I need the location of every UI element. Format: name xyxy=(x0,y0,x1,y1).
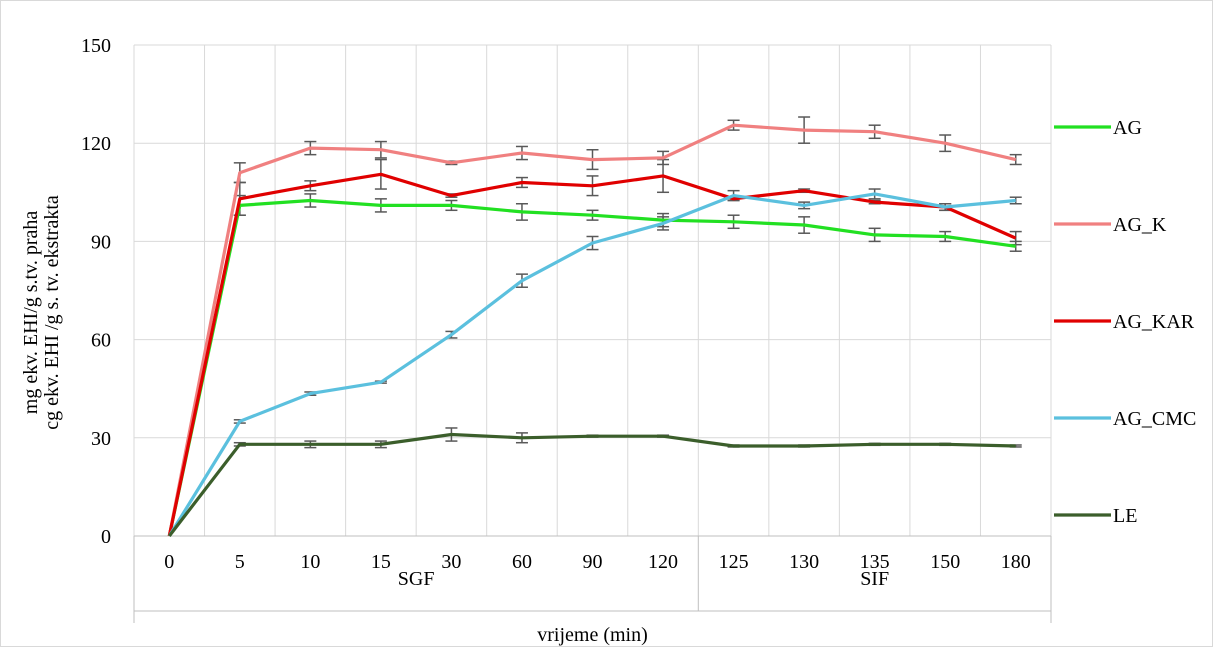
y-tick-label: 0 xyxy=(101,526,111,548)
gridlines xyxy=(133,44,1052,536)
x-tick-label: 120 xyxy=(648,551,678,573)
series-line-le xyxy=(168,432,1016,537)
group-label: SGF xyxy=(398,568,435,590)
legend-item: AG_K xyxy=(1054,214,1167,236)
x-tick-label: 130 xyxy=(789,551,819,573)
x-tick-label: 5 xyxy=(235,551,245,573)
error-bar xyxy=(1009,196,1022,205)
x-tick-label: 180 xyxy=(1001,551,1031,573)
error-bar xyxy=(1009,230,1022,246)
series-line-ag-kar xyxy=(167,172,1017,537)
y-tick-label: 60 xyxy=(91,330,111,352)
x-axis-title: vrijeme (min) xyxy=(537,624,648,646)
series-line-ag-cmc xyxy=(167,192,1016,537)
x-tick-label: 15 xyxy=(371,551,391,573)
x-tick-label: 90 xyxy=(583,551,603,573)
group-label: SIF xyxy=(860,568,889,590)
x-tick-label: 0 xyxy=(164,551,174,573)
y-tick-label: 120 xyxy=(81,133,111,155)
series-line-ag xyxy=(167,198,1016,537)
y-axis-title-line: cg ekv. EHI /g s. tv. ekstrakta xyxy=(41,195,63,430)
x-tick-label: 60 xyxy=(512,551,532,573)
series-line-ag-k xyxy=(167,123,1017,537)
legend-label: AG xyxy=(1113,117,1142,139)
error-bar xyxy=(1009,153,1022,166)
axes xyxy=(133,535,1052,623)
series-lines xyxy=(167,123,1017,537)
legend: AG AG_K AG_KAR AG_CMC LE xyxy=(1054,117,1196,527)
x-tick-label: 125 xyxy=(719,551,749,573)
y-tick-label: 30 xyxy=(91,428,111,450)
y-tick-label: 150 xyxy=(81,35,111,57)
legend-label: AG_K xyxy=(1113,214,1167,236)
x-tick-label: 10 xyxy=(300,551,320,573)
category-groups: SGF SIF xyxy=(398,568,889,590)
x-tick-label: 135 xyxy=(860,551,890,573)
y-axis-title-line: mg ekv. EHI/g s.tv. praha xyxy=(20,211,42,415)
legend-label: AG_KAR xyxy=(1113,311,1195,333)
x-tick-label: 30 xyxy=(441,551,461,573)
y-tick-label: 90 xyxy=(91,231,111,253)
legend-label: LE xyxy=(1113,505,1137,527)
legend-item: AG_KAR xyxy=(1054,311,1195,333)
legend-item: LE xyxy=(1054,505,1137,527)
x-tick-label: 150 xyxy=(930,551,960,573)
legend-label: AG_CMC xyxy=(1113,408,1196,430)
y-tick-labels: 0 30 60 90 120 150 xyxy=(81,35,111,548)
legend-item: AG_CMC xyxy=(1054,408,1196,430)
x-tick-labels: 0 5 10 15 30 60 90 120 125 130 135 150 180 xyxy=(164,551,1030,573)
y-axis-title: mg ekv. EHI/g s.tv. prahacg ekv. EHI /g … xyxy=(20,195,63,430)
legend-item: AG xyxy=(1054,117,1142,139)
